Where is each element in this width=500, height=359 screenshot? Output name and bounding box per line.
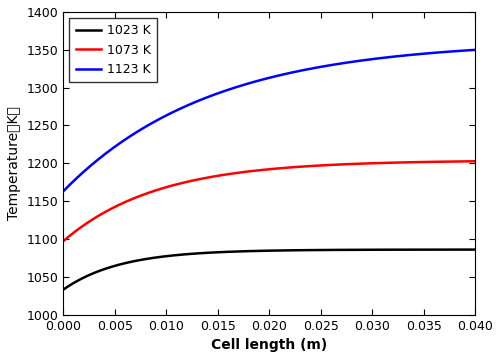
1123 K bbox=[382, 56, 388, 60]
1123 K bbox=[389, 55, 395, 59]
1123 K bbox=[102, 152, 108, 156]
1023 K bbox=[472, 247, 478, 252]
1023 K bbox=[242, 249, 248, 253]
1023 K bbox=[389, 248, 395, 252]
1123 K bbox=[242, 83, 248, 87]
1123 K bbox=[472, 48, 478, 52]
Line: 1123 K: 1123 K bbox=[63, 50, 475, 191]
1123 K bbox=[227, 87, 233, 92]
1073 K bbox=[227, 172, 233, 176]
1073 K bbox=[382, 161, 388, 165]
Y-axis label: Temperature（K）: Temperature（K） bbox=[7, 106, 21, 220]
1023 K bbox=[102, 267, 108, 271]
1073 K bbox=[472, 159, 478, 163]
Line: 1023 K: 1023 K bbox=[63, 250, 475, 290]
1073 K bbox=[343, 162, 349, 166]
1023 K bbox=[60, 288, 66, 292]
1023 K bbox=[227, 250, 233, 254]
1073 K bbox=[102, 210, 108, 214]
1023 K bbox=[382, 248, 388, 252]
Line: 1073 K: 1073 K bbox=[63, 161, 475, 241]
1023 K bbox=[343, 248, 349, 252]
1123 K bbox=[343, 61, 349, 65]
Legend: 1023 K, 1073 K, 1123 K: 1023 K, 1073 K, 1123 K bbox=[70, 18, 157, 82]
1123 K bbox=[60, 189, 66, 194]
1073 K bbox=[60, 239, 66, 243]
1073 K bbox=[242, 170, 248, 174]
X-axis label: Cell length (m): Cell length (m) bbox=[211, 338, 328, 352]
1073 K bbox=[389, 160, 395, 165]
